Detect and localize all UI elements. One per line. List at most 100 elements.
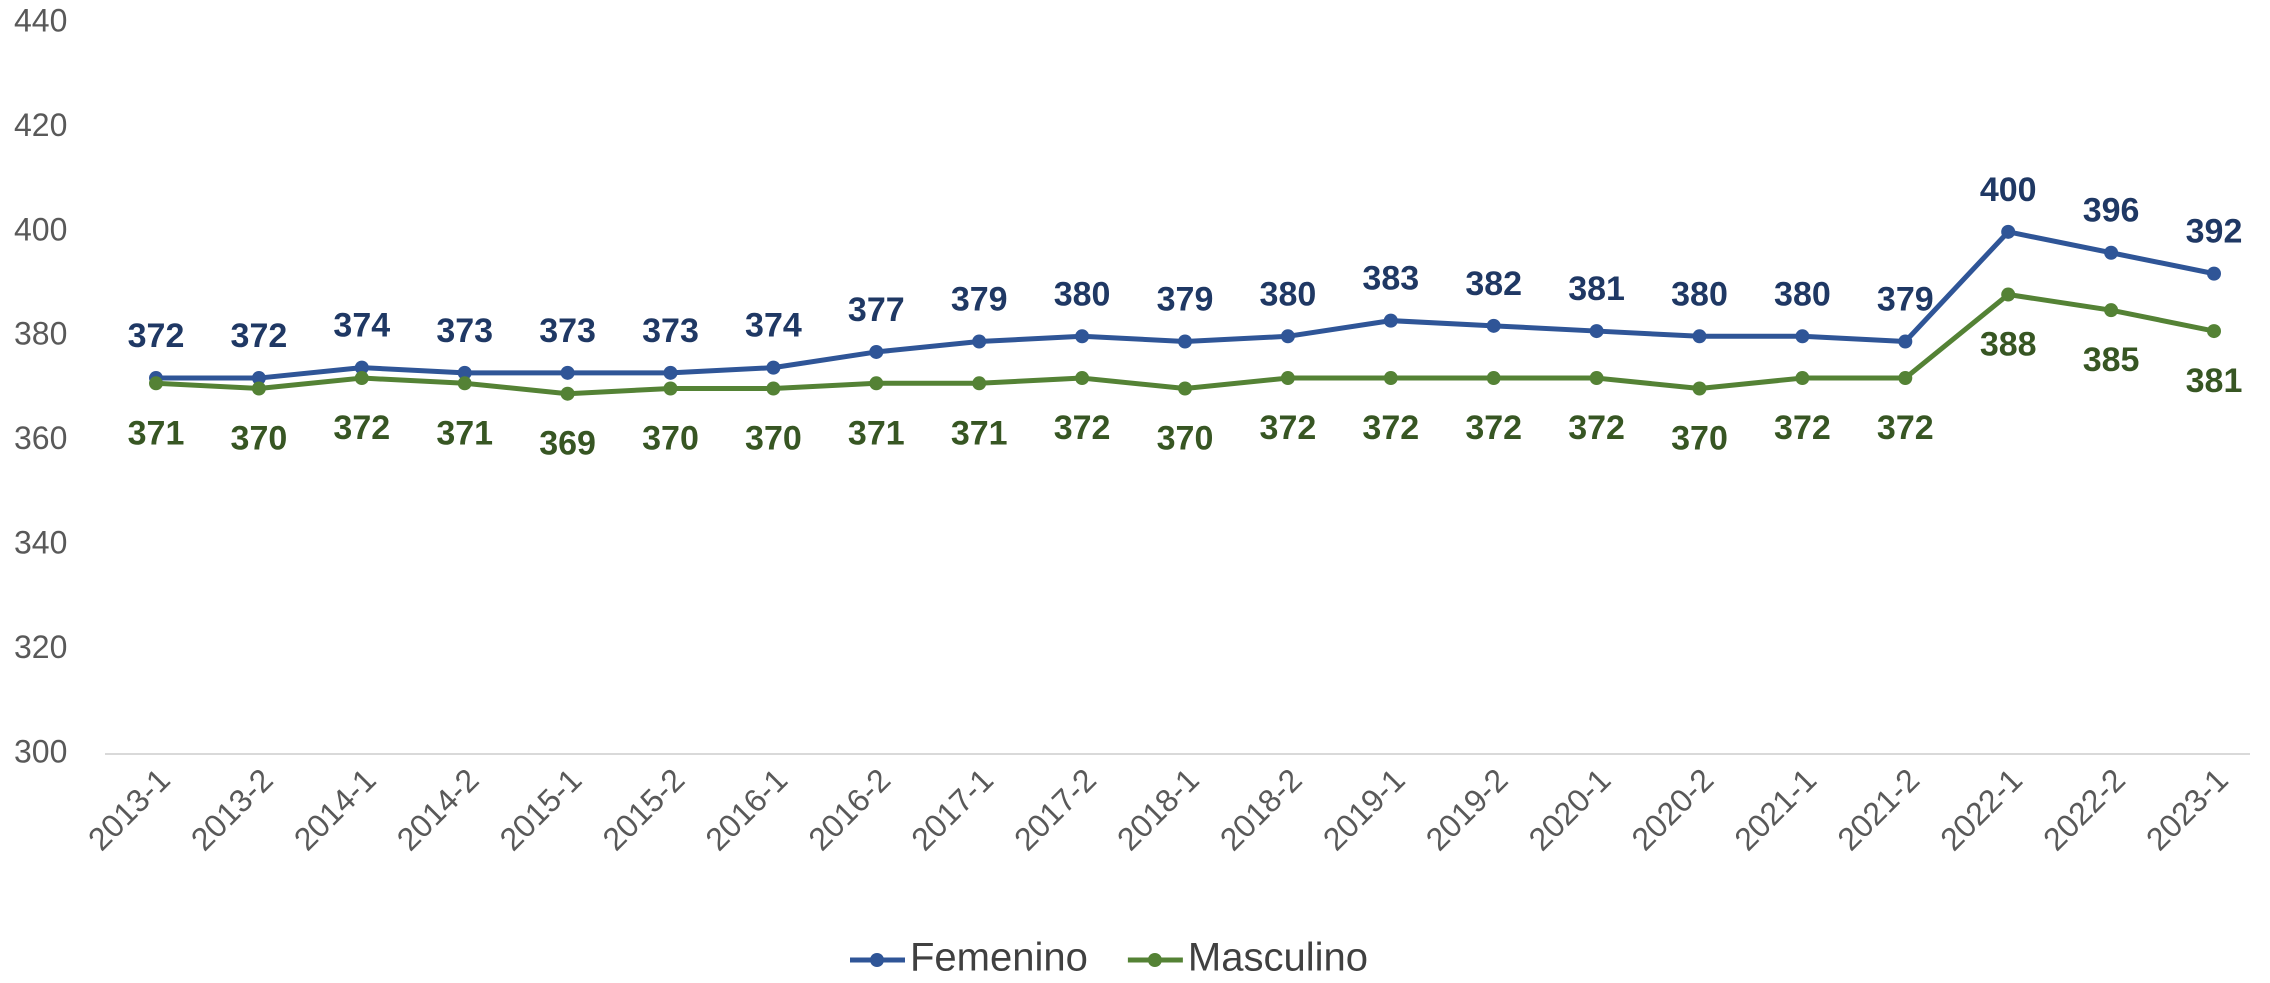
data-label: 372 xyxy=(1362,409,1419,447)
x-tick-label: 2013-1 xyxy=(81,761,177,857)
x-tick-label: 2020-1 xyxy=(1522,761,1618,857)
data-label: 371 xyxy=(951,414,1008,452)
data-label: 379 xyxy=(1877,280,1934,318)
marker xyxy=(457,365,472,380)
x-tick-label: 2014-1 xyxy=(287,761,383,857)
x-tick-label: 2022-2 xyxy=(2036,761,2132,857)
data-label: 392 xyxy=(2186,213,2243,251)
data-label: 372 xyxy=(1568,409,1625,447)
y-tick-label: 320 xyxy=(14,629,67,665)
legend-label: Femenino xyxy=(910,936,1088,980)
y-tick-label: 400 xyxy=(14,211,67,247)
data-label: 400 xyxy=(1980,171,2037,209)
data-label: 373 xyxy=(436,312,493,350)
data-label: 370 xyxy=(642,419,699,457)
marker xyxy=(972,334,987,349)
data-label: 373 xyxy=(539,312,596,350)
data-label: 374 xyxy=(333,307,390,345)
data-label: 380 xyxy=(1260,275,1317,313)
marker xyxy=(869,376,884,391)
data-label: 380 xyxy=(1054,275,1111,313)
data-label: 372 xyxy=(231,317,288,355)
marker xyxy=(1589,324,1604,339)
marker xyxy=(2001,287,2016,302)
x-tick-label: 2018-1 xyxy=(1110,761,1206,857)
marker xyxy=(766,360,781,375)
data-label: 388 xyxy=(1980,325,2037,363)
marker xyxy=(354,360,369,375)
marker xyxy=(2104,303,2119,318)
data-label: 372 xyxy=(128,317,185,355)
x-tick-label: 2016-1 xyxy=(698,761,794,857)
marker xyxy=(1898,334,1913,349)
x-tick-label: 2018-2 xyxy=(1213,761,1309,857)
data-label: 371 xyxy=(436,414,493,452)
marker xyxy=(2207,324,2221,339)
y-tick-label: 420 xyxy=(14,107,67,143)
marker xyxy=(1692,381,1707,396)
x-tick-label: 2014-2 xyxy=(390,761,486,857)
data-label: 372 xyxy=(333,409,390,447)
marker xyxy=(560,365,575,380)
marker xyxy=(1280,371,1295,386)
data-label: 396 xyxy=(2083,192,2140,230)
marker xyxy=(1075,329,1090,344)
x-tick-label: 2021-1 xyxy=(1727,761,1823,857)
data-label: 372 xyxy=(1260,409,1317,447)
marker xyxy=(1589,371,1604,386)
data-label: 374 xyxy=(745,307,802,345)
x-tick-label: 2017-2 xyxy=(1007,761,1103,857)
data-label: 371 xyxy=(848,414,905,452)
y-tick-label: 360 xyxy=(14,420,67,456)
data-label: 370 xyxy=(1671,419,1728,457)
data-label: 380 xyxy=(1671,275,1728,313)
data-label: 381 xyxy=(1568,270,1625,308)
marker xyxy=(766,381,781,396)
data-label: 382 xyxy=(1465,265,1522,303)
marker xyxy=(560,386,575,401)
data-label: 383 xyxy=(1362,260,1419,298)
data-label: 379 xyxy=(951,280,1008,318)
x-tick-label: 2022-1 xyxy=(1933,761,2029,857)
marker xyxy=(972,376,987,391)
x-tick-label: 2019-1 xyxy=(1316,761,1412,857)
data-label: 372 xyxy=(1465,409,1522,447)
data-label: 377 xyxy=(848,291,905,329)
marker xyxy=(1486,318,1501,333)
x-tick-label: 2015-2 xyxy=(596,761,692,857)
data-label: 371 xyxy=(128,414,185,452)
data-label: 379 xyxy=(1157,280,1214,318)
marker xyxy=(869,344,884,359)
marker xyxy=(251,371,266,386)
marker xyxy=(457,376,472,391)
marker xyxy=(1383,313,1398,328)
x-tick-label: 2021-2 xyxy=(1830,761,1926,857)
marker xyxy=(1178,334,1192,349)
marker xyxy=(1795,371,1810,386)
marker xyxy=(1280,329,1295,344)
y-tick-label: 380 xyxy=(14,316,67,352)
data-label: 380 xyxy=(1774,275,1831,313)
marker xyxy=(1178,381,1192,396)
x-tick-label: 2015-1 xyxy=(493,761,589,857)
marker xyxy=(251,381,266,396)
y-tick-label: 340 xyxy=(14,525,67,561)
legend-marker xyxy=(870,953,884,967)
marker xyxy=(1692,329,1707,344)
marker xyxy=(2001,224,2016,239)
data-label: 369 xyxy=(539,425,596,463)
y-tick-label: 300 xyxy=(14,733,67,769)
marker xyxy=(1898,371,1913,386)
x-tick-label: 2019-2 xyxy=(1419,761,1515,857)
x-tick-label: 2020-2 xyxy=(1625,761,1721,857)
x-tick-label: 2017-1 xyxy=(904,761,1000,857)
marker xyxy=(663,381,678,396)
marker xyxy=(2104,245,2119,260)
data-label: 372 xyxy=(1877,409,1934,447)
marker xyxy=(1795,329,1810,344)
data-label: 370 xyxy=(231,419,288,457)
legend-marker xyxy=(1147,953,1162,967)
y-tick-label: 440 xyxy=(14,2,67,38)
marker xyxy=(663,365,678,380)
